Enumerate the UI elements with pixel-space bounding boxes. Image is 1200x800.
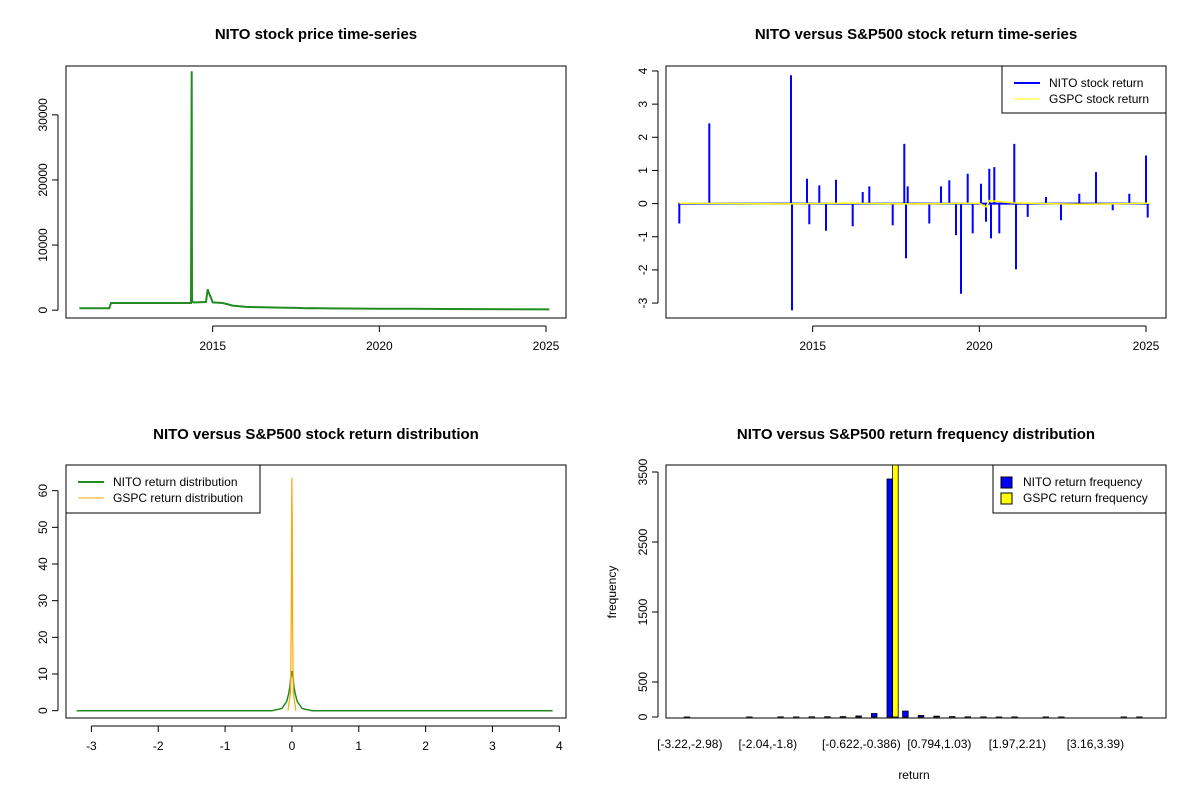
y-tick-label: 40	[36, 557, 50, 571]
y-tick-label: 500	[636, 672, 650, 692]
y-tick-label: 0	[636, 713, 650, 720]
chart-title: NITO versus S&P500 stock return distribu…	[153, 426, 479, 443]
return-distribution-panel: NITO versus S&P500 stock return distribu…	[36, 426, 567, 753]
y-axis-title: frequency	[605, 566, 619, 619]
legend-swatch	[1000, 476, 1013, 489]
y-tick-label: 0	[36, 707, 50, 714]
x-axis-title: return	[898, 768, 929, 782]
return-frequency-panel: NITO versus S&P500 return frequency dist…	[605, 426, 1167, 782]
chart-title: NITO stock price time-series	[215, 26, 417, 43]
legend-label: GSPC return frequency	[1023, 491, 1148, 505]
x-tick-label: 0	[289, 739, 296, 753]
x-tick-label: 1	[355, 739, 362, 753]
y-tick-label: 4	[636, 67, 650, 74]
x-tick-label: 3	[489, 739, 496, 753]
legend-label: NITO return frequency	[1023, 475, 1142, 489]
price-timeseries-panel: NITO stock price time-series 2015 2020 2025…	[36, 26, 567, 353]
x-tick-label: 2025	[1133, 339, 1160, 353]
y-tick-label: 50	[36, 520, 50, 534]
nito-frequency-bar	[886, 478, 894, 718]
legend-label: NITO stock return	[1049, 76, 1143, 90]
gspc-density-line	[287, 477, 297, 711]
y-tick-label: -2	[636, 264, 650, 275]
legend-box	[1001, 65, 1167, 114]
y-tick-label: 2500	[636, 528, 650, 555]
y-tick-label: 0	[36, 307, 50, 314]
y-tick-label: 30	[36, 594, 50, 608]
x-tick-label: [-2.04,-1.8)	[738, 737, 797, 751]
gspc-frequency-bar	[892, 464, 899, 718]
x-tick-label: [-3.22,-2.98)	[657, 737, 722, 751]
y-tick-label: 1	[636, 167, 650, 174]
y-tick-label: 3500	[636, 458, 650, 485]
y-tick-label: 2	[636, 134, 650, 141]
nito-frequency-bar	[933, 715, 940, 718]
y-tick-label: 1500	[636, 598, 650, 625]
legend-box	[65, 464, 261, 514]
y-tick-label: 30000	[36, 98, 50, 132]
nito-density-line	[76, 670, 553, 712]
x-tick-label: -3	[86, 739, 97, 753]
x-tick-label: 2	[422, 739, 429, 753]
chart-title: NITO versus S&P500 return frequency dist…	[737, 426, 1095, 443]
nito-frequency-bar	[855, 715, 862, 718]
chart-title: NITO versus S&P500 stock return time-ser…	[755, 26, 1077, 43]
price-series-line	[79, 71, 550, 311]
legend-swatch	[1000, 492, 1013, 505]
plot-frame	[665, 464, 1167, 719]
gspc-return-series	[679, 199, 1150, 208]
legend-label: GSPC return distribution	[113, 491, 243, 505]
x-tick-label: [0.794,1.03)	[907, 737, 971, 751]
y-tick-label: 10	[36, 667, 50, 681]
x-tick-label: [1.97,2.21)	[989, 737, 1046, 751]
y-tick-label: 20	[36, 630, 50, 644]
legend-box	[992, 464, 1167, 514]
legend-label: GSPC stock return	[1049, 92, 1149, 106]
x-tick-label: 2015	[199, 339, 226, 353]
y-tick-label: 20000	[36, 163, 50, 197]
y-tick-label: 0	[636, 200, 650, 207]
x-tick-label: -1	[220, 739, 231, 753]
x-tick-label: 4	[556, 739, 563, 753]
nito-frequency-bar	[902, 710, 909, 718]
y-tick-label: 3	[636, 100, 650, 107]
x-tick-label: 2025	[533, 339, 560, 353]
y-tick-label: -1	[636, 231, 650, 242]
x-tick-label: 2020	[966, 339, 993, 353]
return-timeseries-panel: NITO versus S&P500 stock return time-ser…	[636, 26, 1167, 353]
nito-frequency-bar	[870, 713, 878, 718]
x-tick-label: [-0.622,-0.386)	[822, 737, 901, 751]
x-tick-label: 2020	[366, 339, 393, 353]
y-tick-label: 60	[36, 484, 50, 498]
x-tick-label: -2	[153, 739, 164, 753]
plot-frame	[65, 464, 567, 719]
nito-frequency-bar	[917, 715, 925, 718]
x-tick-label: [3.16,3.39)	[1067, 737, 1124, 751]
y-tick-label: -3	[636, 297, 650, 308]
plot-frame	[665, 65, 1167, 319]
plot-frame	[65, 65, 567, 319]
x-tick-label: 2015	[799, 339, 826, 353]
legend-label: NITO return distribution	[113, 475, 238, 489]
y-tick-label: 10000	[36, 228, 50, 262]
